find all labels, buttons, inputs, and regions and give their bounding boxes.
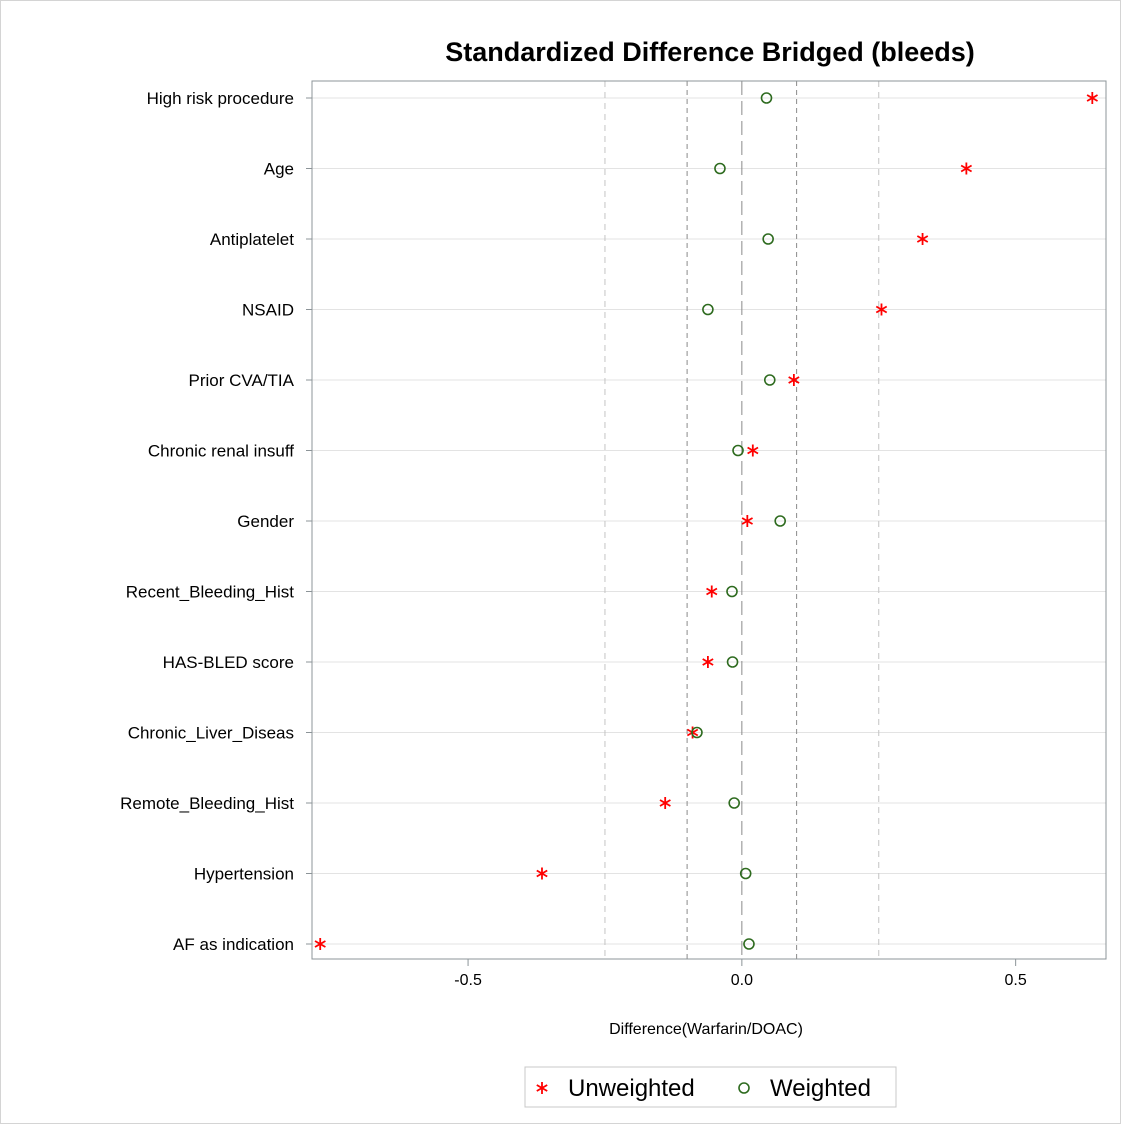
unweighted-point [702, 656, 714, 668]
category-label: Antiplatelet [210, 230, 294, 249]
category-label: Chronic_Liver_Diseas [128, 724, 294, 743]
x-axis-label: Difference(Warfarin/DOAC) [609, 1021, 803, 1038]
unweighted-point [659, 797, 671, 809]
x-tick-label: 0.0 [731, 972, 753, 989]
x-tick-label: 0.5 [1005, 972, 1027, 989]
legend-label-weighted: Weighted [770, 1075, 871, 1102]
category-label: Prior CVA/TIA [189, 371, 295, 390]
plot-area-border [311, 80, 1107, 960]
weighted-point [760, 92, 773, 104]
grid-layer [312, 97, 1106, 945]
data-marks [314, 92, 1098, 950]
unweighted-point [314, 938, 326, 950]
category-label: AF as indication [173, 935, 294, 954]
unweighted-point [788, 374, 800, 386]
weighted-point [762, 233, 774, 245]
unweighted-point [916, 233, 929, 245]
legend: Unweighted Weighted [524, 1066, 897, 1108]
weighted-point [726, 656, 739, 668]
category-label: Gender [237, 512, 294, 531]
category-label: Recent_Bleeding_Hist [126, 583, 294, 602]
weighted-point [774, 515, 786, 527]
category-label: HAS-BLED score [163, 653, 294, 672]
unweighted-point [960, 162, 973, 175]
unweighted-point [747, 444, 759, 457]
weighted-point [702, 303, 714, 316]
legend-box [524, 1066, 897, 1108]
category-label: NSAID [242, 301, 294, 320]
category-label: Age [264, 160, 294, 179]
unweighted-point [706, 585, 718, 598]
legend-label-unweighted: Unweighted [568, 1075, 695, 1102]
reference-lines [604, 81, 880, 959]
y-axis: High risk procedure Age Antiplatelet NSAID P… [120, 89, 312, 954]
x-tick-label: -0.5 [454, 972, 482, 989]
unweighted-point [536, 867, 548, 880]
category-label: Remote_Bleeding_Hist [120, 794, 294, 813]
weighted-point [732, 444, 744, 457]
unweighted-point [741, 515, 753, 527]
unweighted-point [875, 303, 888, 316]
weighted-point [714, 162, 726, 175]
category-label: Hypertension [194, 865, 294, 884]
x-axis: -0.5 0.0 0.5 [454, 959, 1027, 989]
weighted-point [691, 726, 703, 739]
chart-title: Standardized Difference Bridged (bleeds) [445, 37, 975, 67]
legend-marker-weighted [738, 1082, 750, 1094]
weighted-point [743, 938, 755, 950]
weighted-point [728, 797, 740, 809]
legend-marker-unweighted [536, 1082, 548, 1094]
weighted-point [739, 867, 752, 880]
category-label: High risk procedure [147, 89, 294, 108]
weighted-point [726, 585, 738, 598]
category-label: Chronic renal insuff [148, 442, 294, 461]
unweighted-point [1086, 92, 1098, 104]
weighted-point [763, 374, 776, 386]
